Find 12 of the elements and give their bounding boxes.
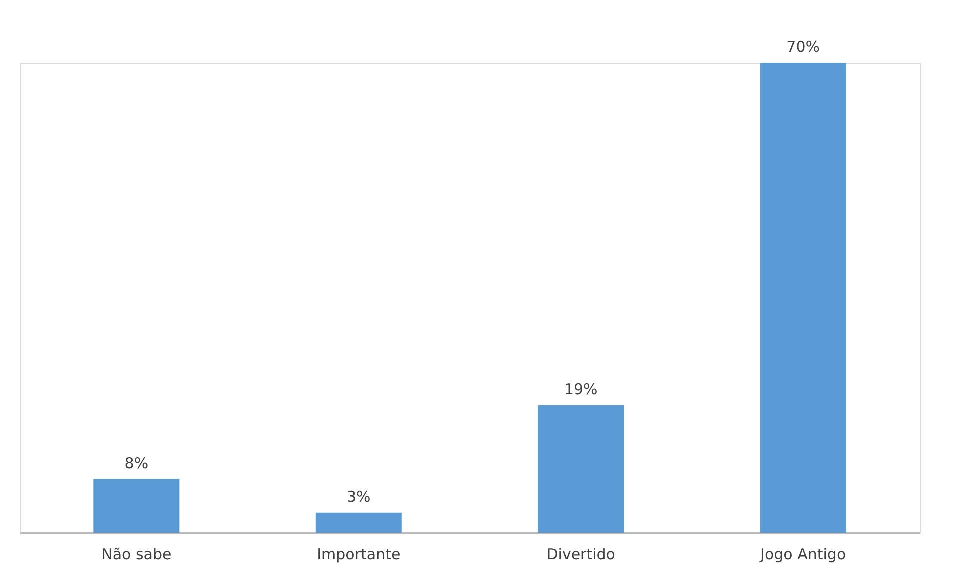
x-tick-label: Não sabe <box>102 546 172 564</box>
bar <box>94 479 180 533</box>
x-tick-label: Divertido <box>546 546 616 564</box>
bar <box>538 405 624 533</box>
data-label: 70% <box>786 38 820 56</box>
bar <box>760 63 846 533</box>
bar <box>316 512 402 533</box>
data-label: 19% <box>564 380 598 398</box>
x-tick-label: Importante <box>317 546 401 564</box>
data-label: 3% <box>346 488 371 506</box>
x-tick-label: Jogo Antigo <box>760 546 846 564</box>
data-label: 8% <box>124 454 149 472</box>
